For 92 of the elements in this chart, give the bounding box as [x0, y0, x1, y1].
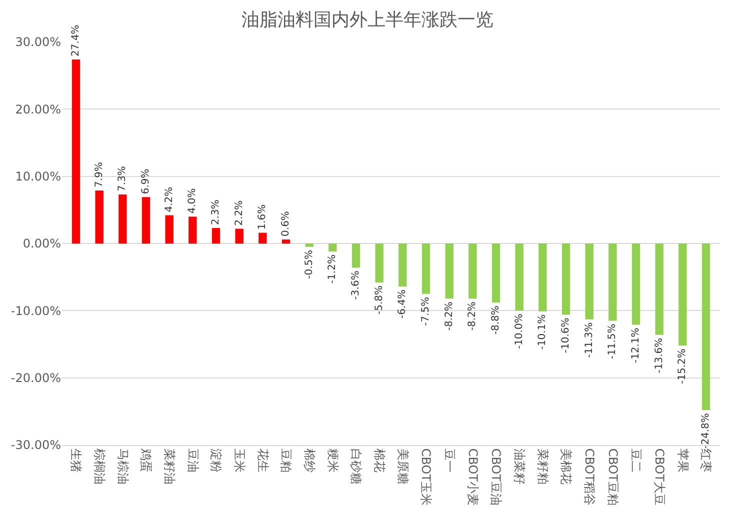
- data-label: -0.5%: [304, 250, 315, 279]
- data-label: -6.4%: [397, 289, 408, 319]
- x-tick-label: 玉米: [232, 448, 246, 472]
- x-tick-label: 生猪: [69, 448, 84, 472]
- x-tick-label: 淀粉: [209, 448, 224, 472]
- bar: [188, 216, 197, 244]
- data-label: -8.8%: [490, 306, 502, 335]
- bar: [398, 244, 407, 286]
- data-label: -5.8%: [374, 285, 385, 314]
- bar: [282, 239, 290, 244]
- data-label: -24.8%: [700, 413, 712, 448]
- bar: [585, 244, 594, 320]
- x-tick-label: CBOT豆油: [489, 448, 504, 506]
- bar: [468, 244, 477, 299]
- x-tick-label: 鸡蛋: [139, 447, 154, 472]
- y-tick-label: 0.00%: [22, 236, 61, 251]
- x-tick-label: 菜籽粕: [536, 448, 550, 484]
- x-tick-label: 红枣: [699, 448, 714, 472]
- data-label: -8.2%: [467, 302, 478, 331]
- bar: [422, 244, 430, 294]
- x-tick-label: 美棉花: [559, 448, 574, 484]
- y-tick-label: 10.00%: [15, 170, 61, 184]
- x-tick-label: 棉花: [372, 448, 386, 472]
- x-tick-label: 豆油: [186, 448, 200, 472]
- x-tick-label: 棕榈油: [92, 448, 106, 484]
- data-label: 1.6%: [257, 204, 268, 230]
- bar: [492, 244, 500, 303]
- x-tick-label: 美原糖: [396, 448, 410, 484]
- bar: [235, 228, 244, 244]
- bar: [142, 197, 150, 244]
- x-tick-label: 油菜籽: [512, 448, 526, 484]
- y-tick-label: -20.00%: [10, 371, 61, 386]
- x-tick-label: 豆一: [442, 448, 456, 472]
- data-label: 27.4%: [70, 24, 82, 56]
- y-tick-label: -30.00%: [10, 438, 61, 452]
- x-tick-label: 花生: [256, 448, 270, 472]
- bar: [678, 244, 687, 346]
- bar: [375, 244, 384, 282]
- data-label: -15.2%: [677, 348, 688, 384]
- bar: [655, 244, 664, 335]
- x-tick-label: 豆粕: [279, 448, 294, 472]
- bar: [445, 244, 454, 299]
- bar: [118, 194, 127, 244]
- data-label: 2.3%: [210, 200, 222, 226]
- bar: [165, 215, 174, 244]
- x-tick-label: CBOT大豆: [652, 448, 666, 506]
- bar: [328, 244, 337, 252]
- y-tick-label: 20.00%: [15, 102, 61, 116]
- x-tick-label: 菜籽油: [162, 448, 176, 484]
- bar: [352, 244, 360, 268]
- data-label: -11.5%: [607, 324, 618, 360]
- x-tick-label: CBOT稻谷: [582, 448, 596, 506]
- data-label: -1.2%: [327, 254, 338, 284]
- data-label: -7.5%: [420, 296, 432, 326]
- y-tick-label: 30.00%: [15, 35, 61, 50]
- bar: [212, 228, 220, 244]
- data-label: -12.1%: [630, 328, 642, 364]
- data-label: 4.2%: [164, 186, 175, 212]
- bar: [95, 190, 104, 244]
- data-label: -13.6%: [654, 338, 665, 374]
- data-label: 0.6%: [280, 211, 292, 236]
- data-label: -11.3%: [584, 322, 595, 358]
- data-label: -10.1%: [537, 314, 548, 350]
- x-tick-label: CBOT小麦: [466, 448, 480, 506]
- x-tick-label: 马棕油: [116, 448, 130, 484]
- data-label: -3.6%: [350, 270, 362, 300]
- data-label: 7.3%: [117, 166, 128, 192]
- x-tick-label: 粳米: [326, 448, 340, 472]
- bar: [632, 244, 640, 325]
- data-label: 2.2%: [234, 200, 245, 226]
- data-label: -10.6%: [560, 318, 572, 354]
- data-label: 6.9%: [140, 168, 152, 194]
- data-label: -10.0%: [514, 314, 525, 350]
- data-label: 4.0%: [187, 188, 198, 214]
- chart-title: 油脂油料国内外上半年涨跌一览: [242, 10, 494, 31]
- y-tick-label: -10.00%: [10, 304, 61, 318]
- x-tick-label: 豆二: [629, 448, 644, 472]
- bar: [305, 244, 314, 247]
- x-tick-label: 白砂糖: [349, 448, 364, 484]
- data-label: -8.2%: [444, 302, 455, 331]
- x-tick-label: 棉纱: [302, 448, 316, 472]
- bar: [72, 59, 80, 244]
- bar: [702, 244, 710, 410]
- x-tick-label: CBOT玉米: [419, 448, 434, 506]
- bar: [258, 232, 267, 244]
- bar: [515, 244, 524, 311]
- x-tick-label: 苹果: [676, 448, 690, 472]
- data-label: 7.9%: [94, 162, 105, 188]
- bar: [562, 244, 570, 315]
- bar: [538, 244, 547, 312]
- x-tick-label: CBOT豆粕: [606, 448, 620, 506]
- bar: [608, 244, 617, 321]
